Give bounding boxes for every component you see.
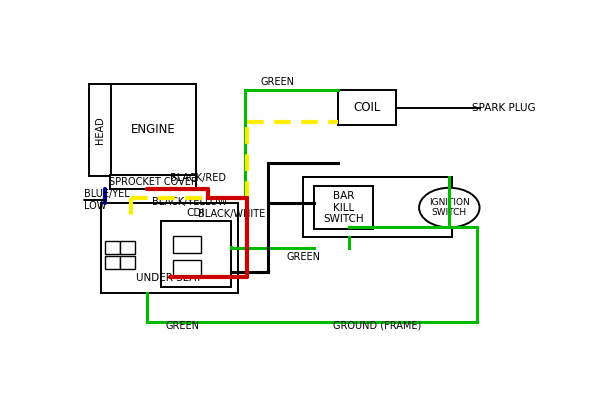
- Bar: [120, 240, 136, 254]
- Text: GREEN: GREEN: [166, 321, 200, 331]
- Bar: [110, 175, 196, 189]
- Bar: [338, 90, 396, 125]
- Text: BAR
KILL
SWITCH: BAR KILL SWITCH: [323, 191, 364, 224]
- Bar: [173, 260, 200, 277]
- Text: BLACK/WHITE: BLACK/WHITE: [199, 209, 266, 219]
- Bar: [173, 236, 200, 253]
- Text: BLUE/YEL
LOW: BLUE/YEL LOW: [84, 189, 130, 211]
- Bar: [120, 256, 136, 269]
- Circle shape: [419, 188, 479, 227]
- Text: GREEN: GREEN: [260, 77, 294, 87]
- Bar: [314, 186, 373, 229]
- Text: BLACK/RED: BLACK/RED: [170, 173, 226, 183]
- Bar: [303, 177, 452, 236]
- Text: GREEN: GREEN: [287, 252, 320, 262]
- Bar: [105, 256, 120, 269]
- Bar: [161, 221, 231, 287]
- Text: HEAD: HEAD: [95, 116, 105, 144]
- Bar: [101, 203, 238, 293]
- Text: IGNITION
SWITCH: IGNITION SWITCH: [429, 198, 470, 217]
- Text: UNDER SEAT: UNDER SEAT: [136, 274, 202, 284]
- Text: BLACK/YELLOW: BLACK/YELLOW: [152, 197, 227, 207]
- Bar: [110, 84, 196, 175]
- Bar: [105, 240, 120, 254]
- Text: SPARK PLUG: SPARK PLUG: [472, 103, 535, 112]
- Text: COIL: COIL: [353, 101, 380, 114]
- Text: CDI: CDI: [187, 208, 205, 218]
- Text: SPROCKET COVER: SPROCKET COVER: [109, 177, 197, 187]
- Text: ENGINE: ENGINE: [131, 123, 175, 136]
- Bar: [89, 84, 111, 175]
- Text: GROUND (FRAME): GROUND (FRAME): [333, 321, 421, 331]
